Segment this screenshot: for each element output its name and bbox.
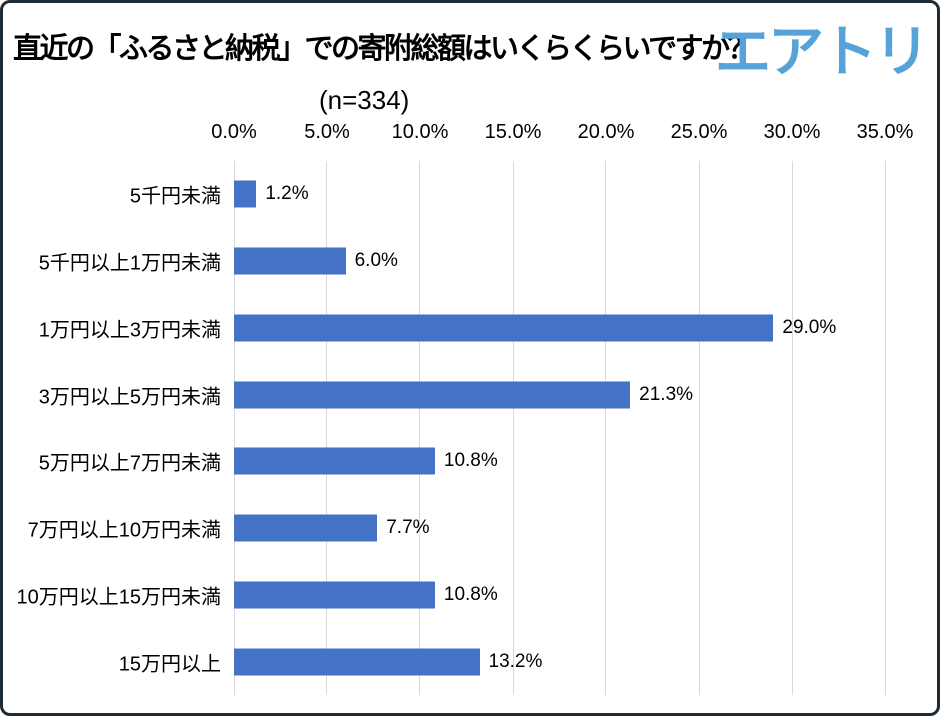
category-label: 10万円以上15万円未満 xyxy=(16,586,222,609)
bar-segment xyxy=(234,314,774,342)
bar-row: 10.8% xyxy=(234,562,885,629)
x-axis: 0.0% 5.0% 10.0% 15.0% 20.0% 25.0% 30.0% 35.0% xyxy=(211,121,913,151)
bar-segment xyxy=(234,381,631,409)
category-label: 5千円未満 xyxy=(129,185,221,208)
bar-row: 13.2% xyxy=(234,628,885,695)
gridline xyxy=(419,161,421,695)
bar-row: 10.8% xyxy=(234,428,885,495)
data-label: 1.2% xyxy=(265,183,309,205)
x-axis-tick: 25.0% xyxy=(670,121,728,143)
data-label: 6.0% xyxy=(354,250,398,272)
x-axis-tick: 0.0% xyxy=(211,121,257,143)
category-label: 1万円以上3万円未満 xyxy=(38,319,221,342)
airtri-logo: エアトリ xyxy=(715,20,930,83)
bar-row: 29.0% xyxy=(234,295,885,362)
x-axis-tick: 5.0% xyxy=(304,121,350,143)
bar-row: 7.7% xyxy=(234,495,885,562)
bar-segment xyxy=(234,581,435,609)
category-label: 5万円以上7万円未満 xyxy=(38,452,221,475)
gridline xyxy=(791,161,793,695)
x-axis-tick: 10.0% xyxy=(391,121,449,143)
category-label: 7万円以上10万円未満 xyxy=(27,519,221,542)
category-label: 5千円以上1万円未満 xyxy=(38,252,221,275)
data-label: 10.8% xyxy=(443,450,498,472)
gridline xyxy=(698,161,700,695)
gridline xyxy=(512,161,514,695)
gridline xyxy=(884,161,886,695)
bar-row: 21.3% xyxy=(234,361,885,428)
data-label: 29.0% xyxy=(782,316,837,338)
bar-segment xyxy=(234,514,378,542)
data-label: 7.7% xyxy=(386,517,430,539)
chart-title: 直近の「ふるさと納税」での寄附総額はいくらくらいですか？ xyxy=(13,33,757,65)
x-axis-tick: 30.0% xyxy=(763,121,821,143)
category-axis: 5千円未満 5千円以上1万円未満 1万円以上3万円未満 3万円以上5万円未満 5万円以上… xyxy=(3,161,222,695)
bar-segment xyxy=(234,247,346,275)
x-axis-tick: 15.0% xyxy=(484,121,542,143)
gridline xyxy=(233,161,235,695)
bar-row: 1.2% xyxy=(234,161,885,228)
bar-segment xyxy=(234,447,435,475)
bar-row: 6.0% xyxy=(234,228,885,295)
x-axis-tick: 20.0% xyxy=(577,121,635,143)
plot-area: 1.2% 6.0% 29.0% 21.3% 10.8% 7.7% 10.8% 13.2% xyxy=(233,161,886,695)
data-label: 21.3% xyxy=(639,383,694,405)
category-label: 3万円以上5万円未満 xyxy=(38,386,221,409)
bar-segment xyxy=(234,648,480,676)
sample-size-label: (n=334) xyxy=(319,85,410,115)
data-label: 10.8% xyxy=(443,583,498,605)
gridline xyxy=(326,161,328,695)
bar-segment xyxy=(234,180,257,208)
x-axis-tick: 35.0% xyxy=(856,121,914,143)
gridline xyxy=(605,161,607,695)
data-label: 13.2% xyxy=(488,650,543,672)
category-label: 15万円以上 xyxy=(118,653,221,676)
